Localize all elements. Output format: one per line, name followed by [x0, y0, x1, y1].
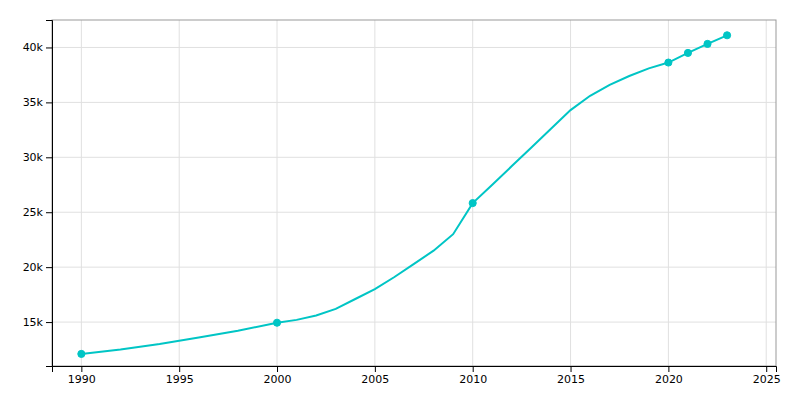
marks — [78, 32, 731, 358]
y-tick: 15k — [23, 316, 52, 329]
point — [665, 59, 672, 66]
x-tick: 2020 — [655, 366, 683, 386]
x-tick: 2000 — [264, 366, 292, 386]
y-tick-mark — [46, 212, 52, 213]
x-tick-label: 2020 — [655, 373, 683, 386]
grid-line-y — [52, 212, 776, 213]
x-tick: 1990 — [68, 366, 96, 386]
point — [469, 200, 476, 207]
y-tick-label: 25k — [23, 206, 44, 219]
x-tick: 2010 — [459, 366, 487, 386]
grid-line-y — [52, 267, 776, 268]
grid-line-y — [52, 47, 776, 48]
x-tick-mark — [473, 366, 474, 372]
point — [273, 319, 280, 326]
grid-line-x — [472, 20, 473, 366]
x-tick: 2025 — [753, 366, 781, 386]
y-tick-label: 40k — [23, 41, 44, 54]
x-axis: 1990 1995 2000 2005 2010 2015 2020 2025 — [53, 366, 781, 386]
x-tick-mark — [179, 366, 180, 372]
grid-line-x — [570, 20, 571, 366]
y-tick-label: 30k — [23, 151, 44, 164]
y-tick-mark — [46, 157, 52, 158]
grid-line-y — [52, 157, 776, 158]
plot-frame — [52, 20, 776, 366]
point — [724, 32, 731, 39]
y-tick: 25k — [23, 206, 52, 219]
grid-line-x — [766, 20, 767, 366]
y-tick-mark — [46, 322, 52, 323]
x-tick-label: 1995 — [166, 373, 194, 386]
x-tick-label: 1990 — [68, 373, 96, 386]
x-tick: 2015 — [557, 366, 585, 386]
x-tick-mark — [375, 366, 376, 372]
y-tick-mark — [46, 267, 52, 268]
x-tick-mark — [277, 366, 278, 372]
y-tick-label: 15k — [23, 316, 44, 329]
grid-line-x — [668, 20, 669, 366]
grid — [52, 20, 776, 366]
x-tick-label: 2000 — [264, 373, 292, 386]
y-tick: 30k — [23, 151, 52, 164]
y-tick: 35k — [23, 96, 52, 109]
x-tick-mark — [571, 366, 572, 372]
y-tick-mark — [46, 102, 52, 103]
grid-line-y — [52, 322, 776, 323]
x-tick-mark — [81, 366, 82, 372]
grid-line-x — [277, 20, 278, 366]
x-tick-label: 2005 — [361, 373, 389, 386]
x-tick-mark — [668, 366, 669, 372]
y-tick-label: 20k — [23, 261, 44, 274]
x-tick: 1995 — [166, 366, 194, 386]
point — [704, 40, 711, 47]
grid-line-x — [81, 20, 82, 366]
x-tick-label: 2010 — [459, 373, 487, 386]
line — [81, 35, 727, 354]
x-tick-mark — [766, 366, 767, 372]
y-tick: 40k — [23, 41, 52, 54]
grid-line-y — [52, 102, 776, 103]
point — [684, 49, 691, 56]
y-tick-mark — [46, 47, 52, 48]
plot: 1990 1995 2000 2005 2010 2015 2020 2025 15k 20k 25… — [23, 20, 781, 386]
y-tick-label: 35k — [23, 96, 44, 109]
x-tick: 2005 — [361, 366, 389, 386]
x-tick-label: 2025 — [753, 373, 781, 386]
x-axis-line — [53, 367, 777, 373]
y-axis-line — [46, 21, 53, 367]
x-tick-label: 2015 — [557, 373, 585, 386]
y-axis: 15k 20k 25k 30k 35k 40k — [23, 21, 53, 367]
chart: 1990 1995 2000 2005 2010 2015 2020 2025 15k 20k 25… — [0, 0, 800, 400]
point — [78, 350, 85, 357]
y-tick: 20k — [23, 261, 52, 274]
grid-line-x — [374, 20, 375, 366]
grid-line-x — [179, 20, 180, 366]
